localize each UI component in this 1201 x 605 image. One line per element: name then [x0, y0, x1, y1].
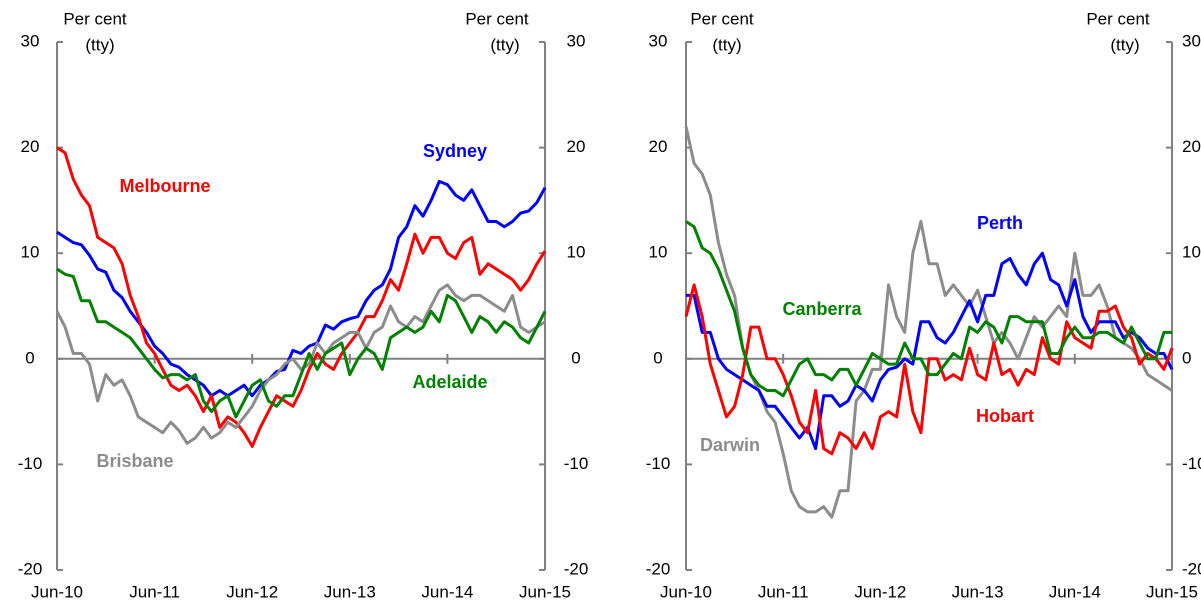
y2-tick-label: -20	[1182, 559, 1201, 578]
x-tick-label: Jun-14	[421, 582, 473, 601]
y2-tick-label: -10	[564, 454, 589, 473]
series-label: Melbourne	[119, 176, 210, 196]
y-tick-label: 10	[21, 243, 40, 262]
y-axis-unit: (tty)	[712, 35, 741, 54]
y-tick-label: 20	[649, 137, 668, 156]
y-tick-label: -20	[646, 559, 671, 578]
series-line	[56, 179, 547, 398]
y2-tick-label: 10	[567, 243, 586, 262]
series-line	[684, 126, 1173, 519]
y2-axis-unit: (tty)	[490, 35, 519, 54]
x-tick-label: Jun-12	[854, 582, 906, 601]
x-tick-label: Jun-11	[129, 582, 180, 601]
y2-axis-label: Per cent	[465, 9, 529, 28]
series-label: Hobart	[976, 406, 1034, 426]
x-tick-label: Jun-14	[1049, 582, 1101, 601]
y-tick-label: 10	[649, 243, 668, 262]
y-tick-label: 30	[21, 31, 40, 50]
y2-tick-label: 20	[567, 137, 586, 156]
y2-axis-unit: (tty)	[1110, 35, 1139, 54]
y2-tick-label: 10	[1182, 243, 1201, 262]
series-label: Brisbane	[96, 451, 173, 471]
series-line	[684, 283, 1174, 456]
x-tick-label: Jun-10	[31, 582, 83, 601]
y2-tick-label: -20	[564, 559, 589, 578]
y-tick-label: 0	[25, 348, 34, 367]
y-tick-label: 0	[653, 348, 662, 367]
series-label: Perth	[977, 213, 1023, 233]
series-line	[56, 146, 547, 448]
y-tick-label: 20	[21, 137, 40, 156]
y-tick-label: -10	[646, 454, 671, 473]
series-line	[685, 220, 1172, 398]
series-label: Darwin	[700, 435, 760, 455]
x-tick-label: Jun-13	[952, 582, 1004, 601]
series-line	[686, 251, 1174, 451]
y2-tick-label: 20	[1182, 137, 1201, 156]
x-tick-label: Jun-10	[660, 582, 712, 601]
x-tick-label: Jun-15	[519, 582, 571, 601]
series-line	[55, 283, 546, 445]
y-tick-label: -10	[18, 454, 43, 473]
y2-tick-label: 30	[1182, 31, 1201, 50]
y-tick-label: -20	[18, 559, 43, 578]
y-tick-label: 30	[649, 31, 668, 50]
y-axis-unit: (tty)	[85, 35, 114, 54]
x-tick-label: Jun-13	[324, 582, 376, 601]
y-axis-label: Per cent	[63, 9, 127, 28]
series-line	[56, 267, 547, 419]
y2-tick-label: 30	[567, 31, 586, 50]
series-label: Sydney	[423, 141, 487, 161]
x-tick-label: Jun-12	[226, 582, 278, 601]
x-tick-label: Jun-15	[1146, 582, 1198, 601]
x-tick-label: Jun-11	[758, 582, 809, 601]
y2-tick-label: -10	[1182, 454, 1201, 473]
y2-tick-label: 0	[571, 348, 580, 367]
y2-axis-label: Per cent	[1086, 9, 1150, 28]
series-label: Adelaide	[412, 372, 487, 392]
series-label: Canberra	[782, 299, 862, 319]
y-axis-label: Per cent	[690, 9, 754, 28]
y2-tick-label: 0	[1182, 348, 1191, 367]
